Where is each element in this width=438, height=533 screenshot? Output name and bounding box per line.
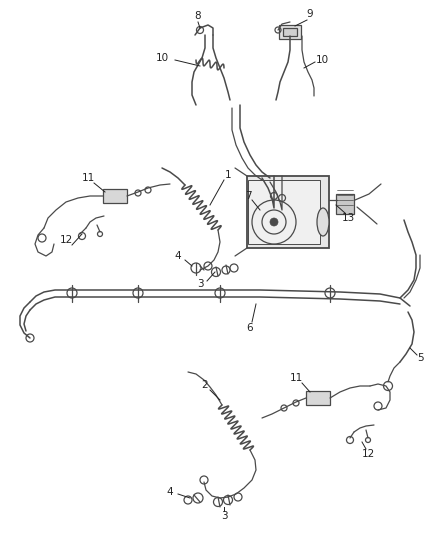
Bar: [248, 180, 320, 244]
Text: 12: 12: [60, 235, 73, 245]
Text: 1: 1: [225, 170, 231, 180]
Bar: [279, 25, 301, 39]
Text: 5: 5: [417, 353, 423, 363]
Text: 4: 4: [167, 487, 173, 497]
Text: 3: 3: [221, 511, 227, 521]
Ellipse shape: [317, 208, 329, 236]
Text: 6: 6: [247, 323, 253, 333]
Bar: [283, 28, 297, 36]
Circle shape: [270, 218, 278, 226]
Text: 11: 11: [290, 373, 303, 383]
Text: 8: 8: [194, 11, 201, 21]
Text: 2: 2: [201, 380, 208, 390]
Bar: [247, 176, 329, 248]
Bar: [306, 391, 330, 405]
Text: 3: 3: [197, 279, 203, 289]
Bar: [103, 189, 127, 203]
Text: 12: 12: [361, 449, 374, 459]
Bar: [336, 194, 354, 214]
Text: 11: 11: [81, 173, 95, 183]
Text: 10: 10: [155, 53, 169, 63]
Text: 9: 9: [307, 9, 313, 19]
Text: 4: 4: [175, 251, 181, 261]
Text: 10: 10: [315, 55, 328, 65]
Text: 13: 13: [341, 213, 355, 223]
Text: 7: 7: [245, 191, 251, 201]
